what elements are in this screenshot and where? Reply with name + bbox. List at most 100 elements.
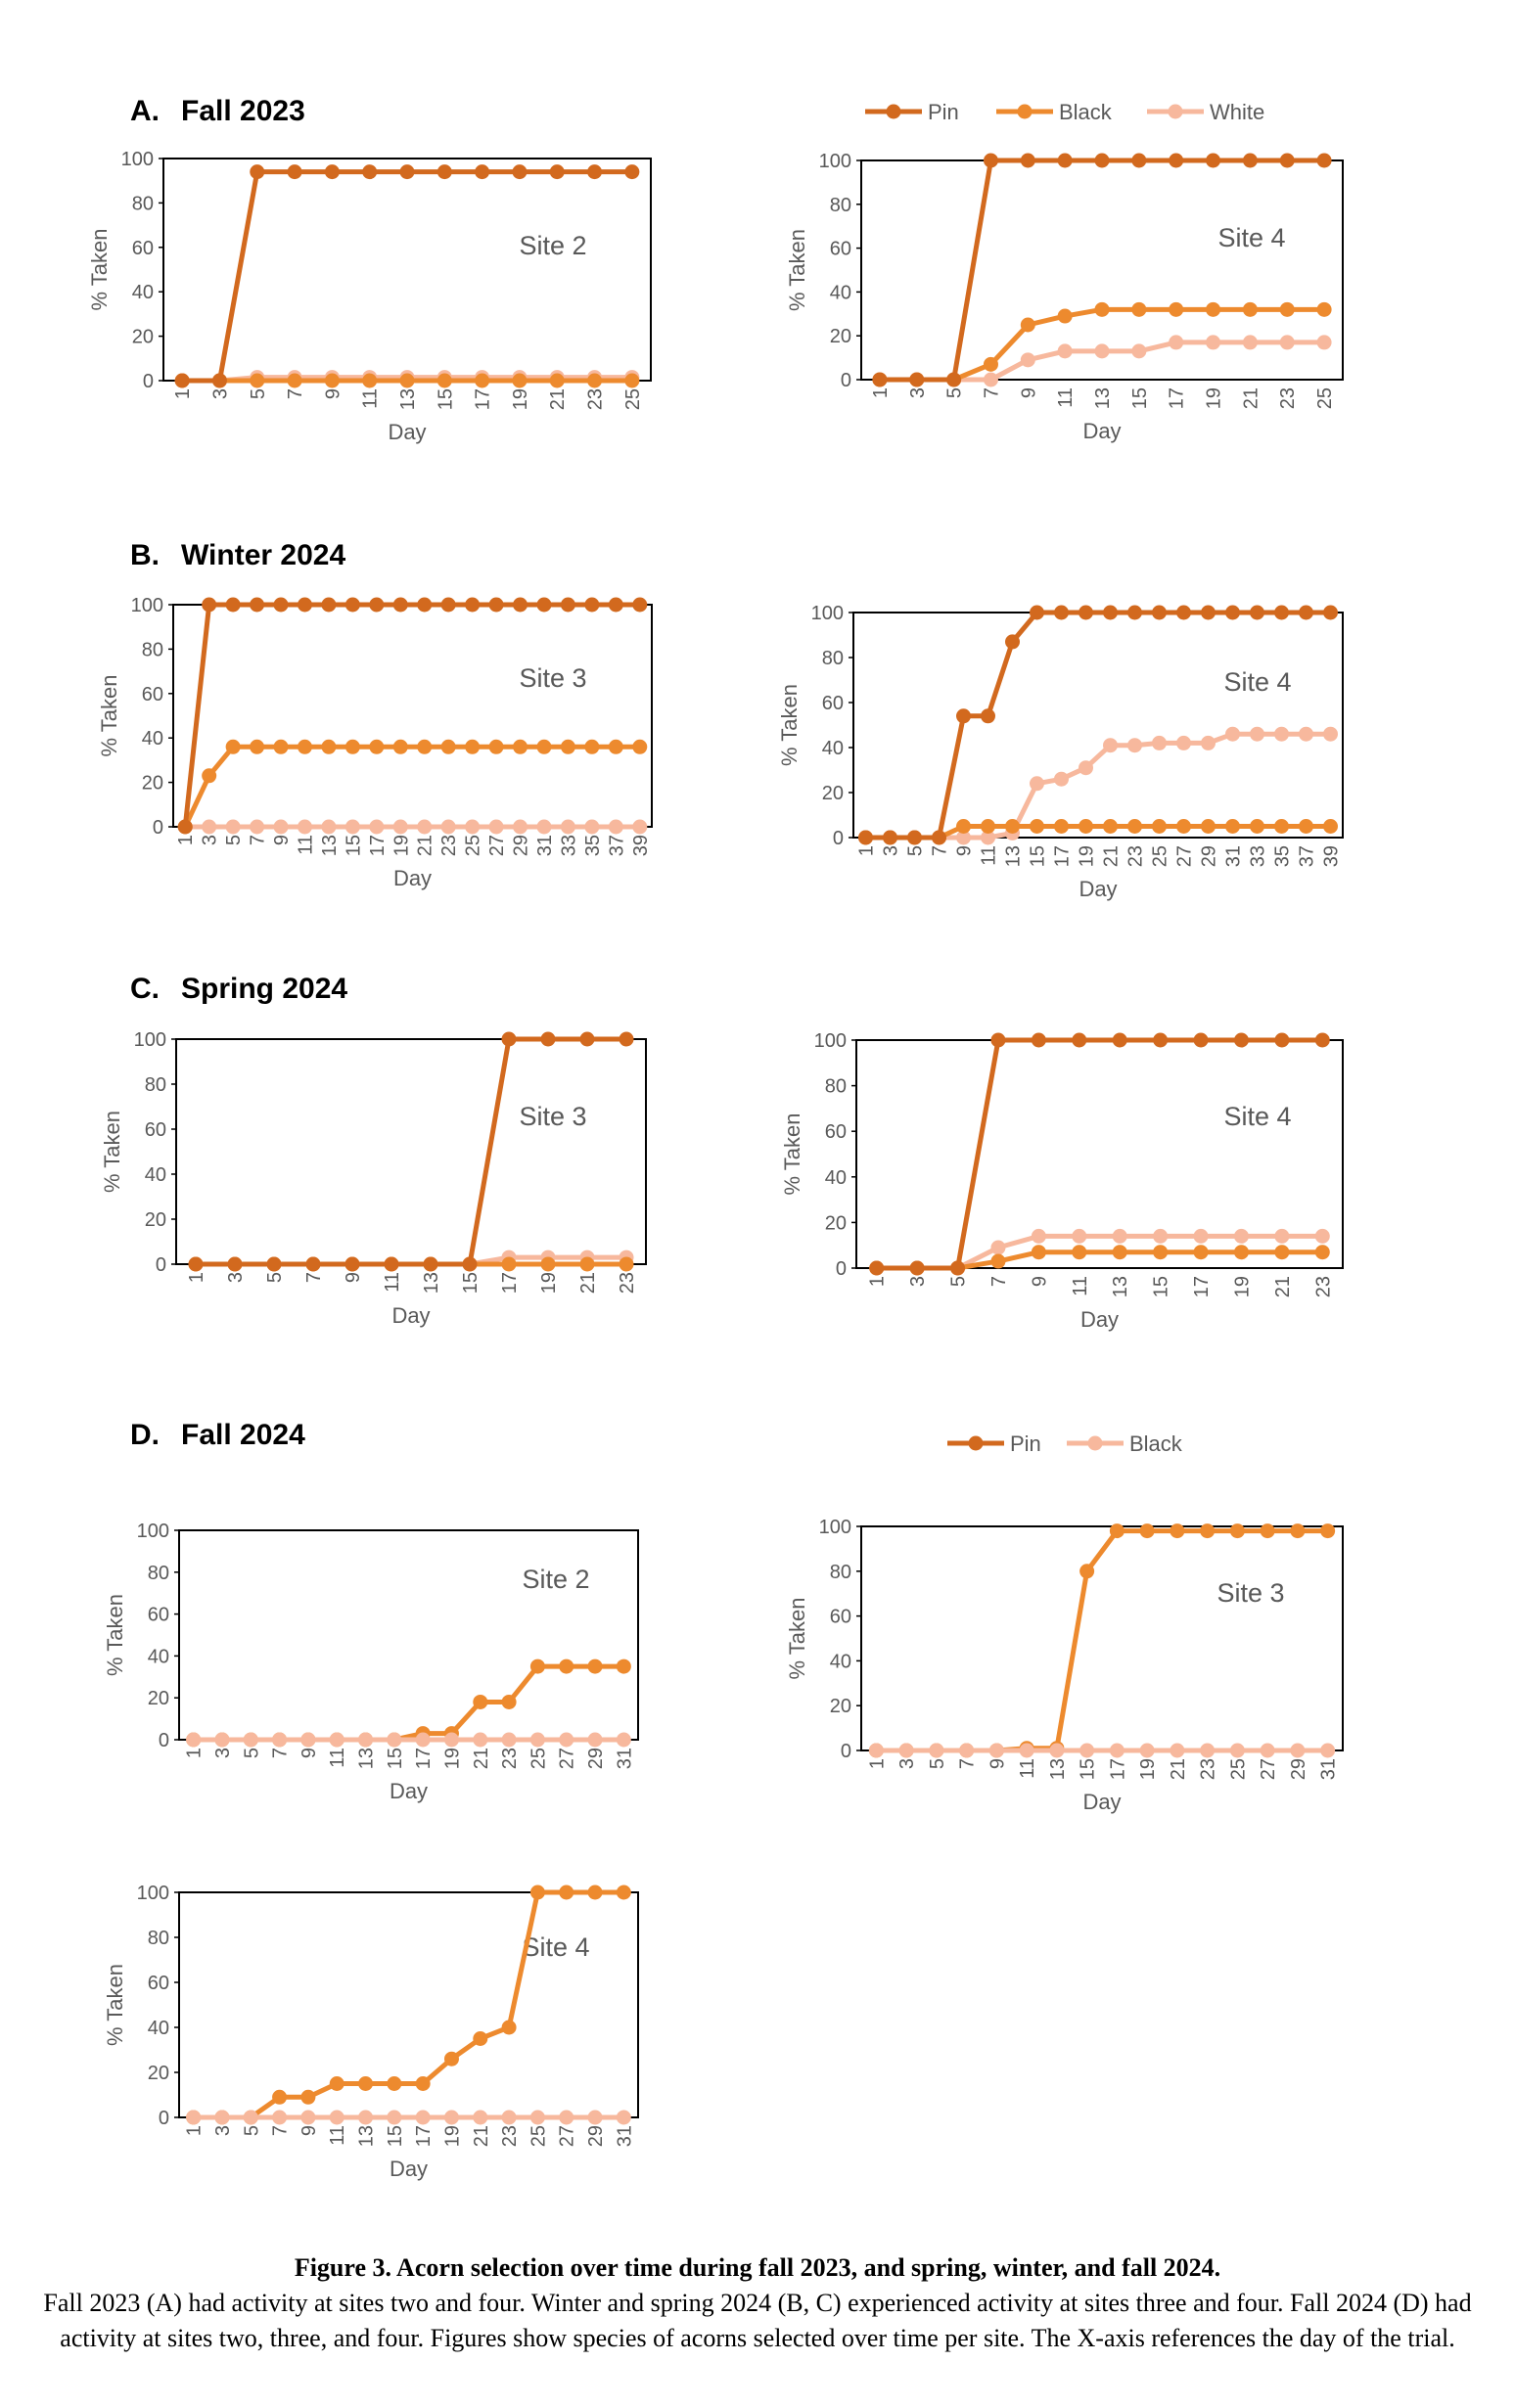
- data-point-pin: [950, 1260, 966, 1276]
- x-tick-label: 7: [285, 388, 306, 399]
- x-tick-label: 11: [1017, 1758, 1038, 1779]
- data-point-pin: [584, 597, 600, 613]
- x-tick-label: 21: [471, 1748, 492, 1769]
- data-point-black: [443, 1732, 459, 1748]
- x-tick-label: 17: [413, 1748, 435, 1769]
- x-tick-label: 27: [486, 835, 508, 856]
- data-point-pin: [462, 1256, 478, 1272]
- series-line-pin: [876, 1528, 1328, 1753]
- x-tick-label: 17: [1191, 1276, 1213, 1297]
- x-tick-label: 15: [1028, 845, 1049, 867]
- x-tick-label: 15: [343, 835, 364, 856]
- x-tick-label: 23: [585, 388, 607, 410]
- data-point-white: [560, 819, 575, 835]
- x-tick-label: 3: [225, 1272, 247, 1283]
- data-point-pin: [384, 1256, 399, 1272]
- data-point-black: [1290, 1743, 1306, 1758]
- y-tick-label: 20: [148, 1688, 169, 1709]
- data-point-white: [1316, 335, 1332, 350]
- y-tick-label: 60: [825, 1121, 847, 1143]
- data-point-black: [399, 373, 415, 388]
- data-point-pin: [443, 2051, 459, 2067]
- data-point-white: [1206, 335, 1221, 350]
- data-point-black: [624, 373, 640, 388]
- data-point-pin: [587, 1885, 603, 1900]
- data-point-pin: [344, 1256, 360, 1272]
- y-tick-label: 80: [145, 1074, 166, 1096]
- data-point-white: [983, 372, 998, 387]
- data-point-black: [608, 739, 623, 754]
- y-tick-label: 20: [830, 326, 851, 347]
- data-point-black: [1109, 1743, 1125, 1758]
- section-letter: A.: [130, 95, 160, 127]
- x-tick-label: 13: [397, 388, 419, 410]
- data-point-black: [465, 739, 481, 754]
- x-axis-title: Day: [1079, 877, 1117, 901]
- data-point-white: [1152, 735, 1167, 750]
- data-point-white: [1112, 1228, 1127, 1244]
- data-point-black: [1031, 1245, 1046, 1260]
- section-title: Fall 2023: [181, 95, 305, 127]
- plot-frame: [172, 604, 653, 828]
- data-point-pin: [1057, 153, 1073, 168]
- x-tick-label: 13: [1047, 1758, 1069, 1780]
- data-point-white: [1127, 738, 1142, 753]
- data-point-white: [1225, 726, 1240, 742]
- data-point-white: [632, 819, 648, 835]
- data-point-black: [387, 1732, 402, 1748]
- y-axis-title: % Taken: [780, 1113, 804, 1196]
- site-label: Site 3: [519, 663, 586, 693]
- x-tick-label: 15: [460, 1272, 482, 1294]
- data-point-pin: [465, 597, 481, 613]
- y-axis-title: % Taken: [785, 229, 809, 311]
- data-point-pin: [473, 2031, 488, 2046]
- data-point-pin: [287, 164, 302, 180]
- data-point-black: [225, 739, 241, 754]
- data-point-white: [1193, 1228, 1209, 1244]
- x-tick-label: 7: [988, 1276, 1010, 1287]
- data-point-white: [417, 819, 433, 835]
- x-tick-label: 19: [538, 1272, 560, 1294]
- data-point-black: [501, 1256, 517, 1272]
- data-point-pin: [981, 708, 995, 724]
- x-tick-label: 33: [1248, 845, 1269, 867]
- legend-label: Pin: [928, 100, 959, 124]
- data-point-pin: [266, 1256, 282, 1272]
- data-point-pin: [560, 597, 575, 613]
- data-point-white: [1299, 726, 1313, 742]
- data-point-black: [560, 739, 575, 754]
- y-tick-label: 80: [825, 1076, 847, 1098]
- x-tick-label: 7: [930, 845, 951, 856]
- x-tick-label: 27: [1174, 845, 1196, 867]
- data-point-pin: [1103, 605, 1118, 620]
- y-tick-label: 60: [145, 1119, 166, 1141]
- y-tick-label: 0: [159, 2108, 169, 2129]
- data-point-pin: [473, 1694, 488, 1709]
- data-point-black: [344, 739, 360, 754]
- legend-label: Black: [1059, 100, 1113, 124]
- y-tick-label: 100: [137, 1521, 169, 1542]
- section-heading-2: B. Winter 2024: [130, 539, 345, 571]
- data-point-pin: [909, 1260, 925, 1276]
- data-point-black: [300, 2110, 316, 2125]
- x-tick-label: 9: [271, 835, 293, 845]
- x-tick-label: 5: [241, 1748, 262, 1758]
- data-point-pin: [1274, 1032, 1290, 1048]
- x-tick-label: 1: [184, 1748, 206, 1758]
- data-point-pin: [956, 708, 971, 724]
- data-point-white: [344, 819, 360, 835]
- data-point-white: [202, 819, 217, 835]
- data-point-white: [273, 819, 289, 835]
- data-point-white: [990, 1240, 1006, 1255]
- data-point-black: [1019, 1743, 1034, 1758]
- x-axis-title: Day: [388, 420, 426, 444]
- section-title: Fall 2024: [181, 1419, 305, 1451]
- data-point-pin: [1127, 605, 1142, 620]
- data-point-black: [272, 1732, 288, 1748]
- x-tick-label: 9: [298, 2125, 320, 2136]
- x-tick-label: 25: [1227, 1758, 1249, 1780]
- data-point-pin: [619, 1031, 634, 1047]
- x-tick-label: 5: [223, 835, 245, 845]
